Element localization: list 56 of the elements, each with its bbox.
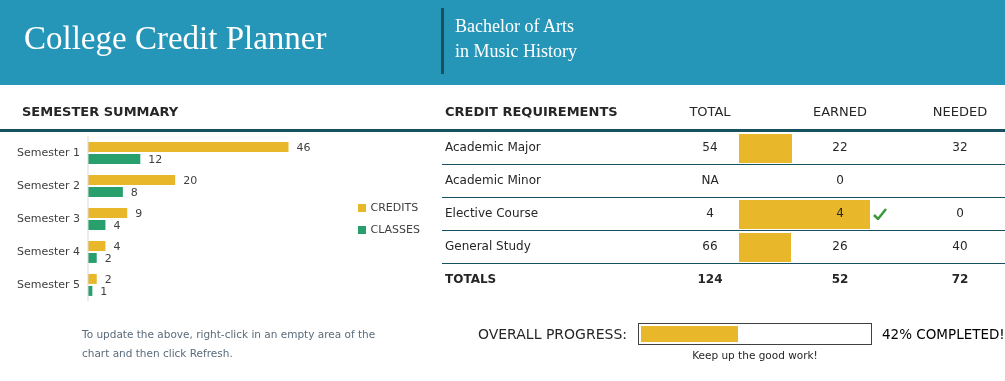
data-label: 0 xyxy=(835,173,845,187)
text: NEEDED xyxy=(931,104,989,119)
bar xyxy=(88,207,128,218)
data-label: 4 xyxy=(835,206,845,220)
text: TOTAL xyxy=(688,104,732,119)
data-label: 124 xyxy=(696,272,724,286)
text: College Credit Planner xyxy=(24,20,327,57)
bar xyxy=(88,240,106,251)
category-label: General Study xyxy=(445,239,531,253)
data-label: 9 xyxy=(135,206,143,220)
data-label: 72 xyxy=(950,272,970,286)
y-tick-label: Semester 4 xyxy=(16,245,80,259)
category-label: Academic Minor xyxy=(445,173,541,187)
data-label: 12 xyxy=(148,152,163,166)
bar xyxy=(88,273,97,284)
data-label: 54 xyxy=(701,140,719,154)
text: EARNED xyxy=(811,104,869,119)
data-label: 32 xyxy=(951,140,969,154)
chart-title: SEMESTER SUMMARY xyxy=(22,104,179,119)
bar xyxy=(88,186,123,197)
y-tick-label: Semester 3 xyxy=(16,212,80,226)
text: Bachelor of Arts in Music History xyxy=(455,15,578,63)
text: CREDIT REQUIREMENTS xyxy=(445,104,618,119)
data-label: 42% COMPLETED! xyxy=(882,326,1005,342)
data-label: 0 xyxy=(955,206,965,220)
data-label: 46 xyxy=(296,140,311,154)
y-tick-label: Semester 5 xyxy=(16,278,80,292)
text: OVERALL PROGRESS: xyxy=(477,326,627,342)
data-label: 4 xyxy=(113,218,121,232)
data-label: 2 xyxy=(104,251,112,265)
data-label: NA xyxy=(700,173,720,187)
data-label: 4 xyxy=(113,239,121,253)
text: Keep up the good work! xyxy=(691,349,819,361)
data-label: 66 xyxy=(701,239,719,253)
data-label: 22 xyxy=(831,140,849,154)
category-label: Elective Course xyxy=(445,206,539,220)
text: To update the above, right-click in an empty area of the chart and then click Refresh. xyxy=(82,327,377,361)
data-label: 8 xyxy=(130,185,138,199)
bar xyxy=(88,153,141,164)
data-label: 40 xyxy=(951,239,969,253)
bar xyxy=(88,219,106,230)
data-label: 52 xyxy=(830,272,850,286)
data-label: 20 xyxy=(183,173,198,187)
y-tick-label: Semester 1 xyxy=(16,146,80,160)
legend-label: CREDITS xyxy=(369,199,420,216)
bar xyxy=(88,141,289,152)
data-label: 4 xyxy=(705,206,715,220)
data-label: 2 xyxy=(104,272,112,286)
category-label: TOTALS xyxy=(445,272,497,286)
data-label: 26 xyxy=(831,239,849,253)
legend-label: CLASSES xyxy=(369,221,420,238)
y-tick-label: Semester 2 xyxy=(16,179,80,193)
data-label: 1 xyxy=(100,284,108,298)
bar xyxy=(88,174,176,185)
category-label: Academic Major xyxy=(445,140,541,154)
bar xyxy=(88,252,97,263)
